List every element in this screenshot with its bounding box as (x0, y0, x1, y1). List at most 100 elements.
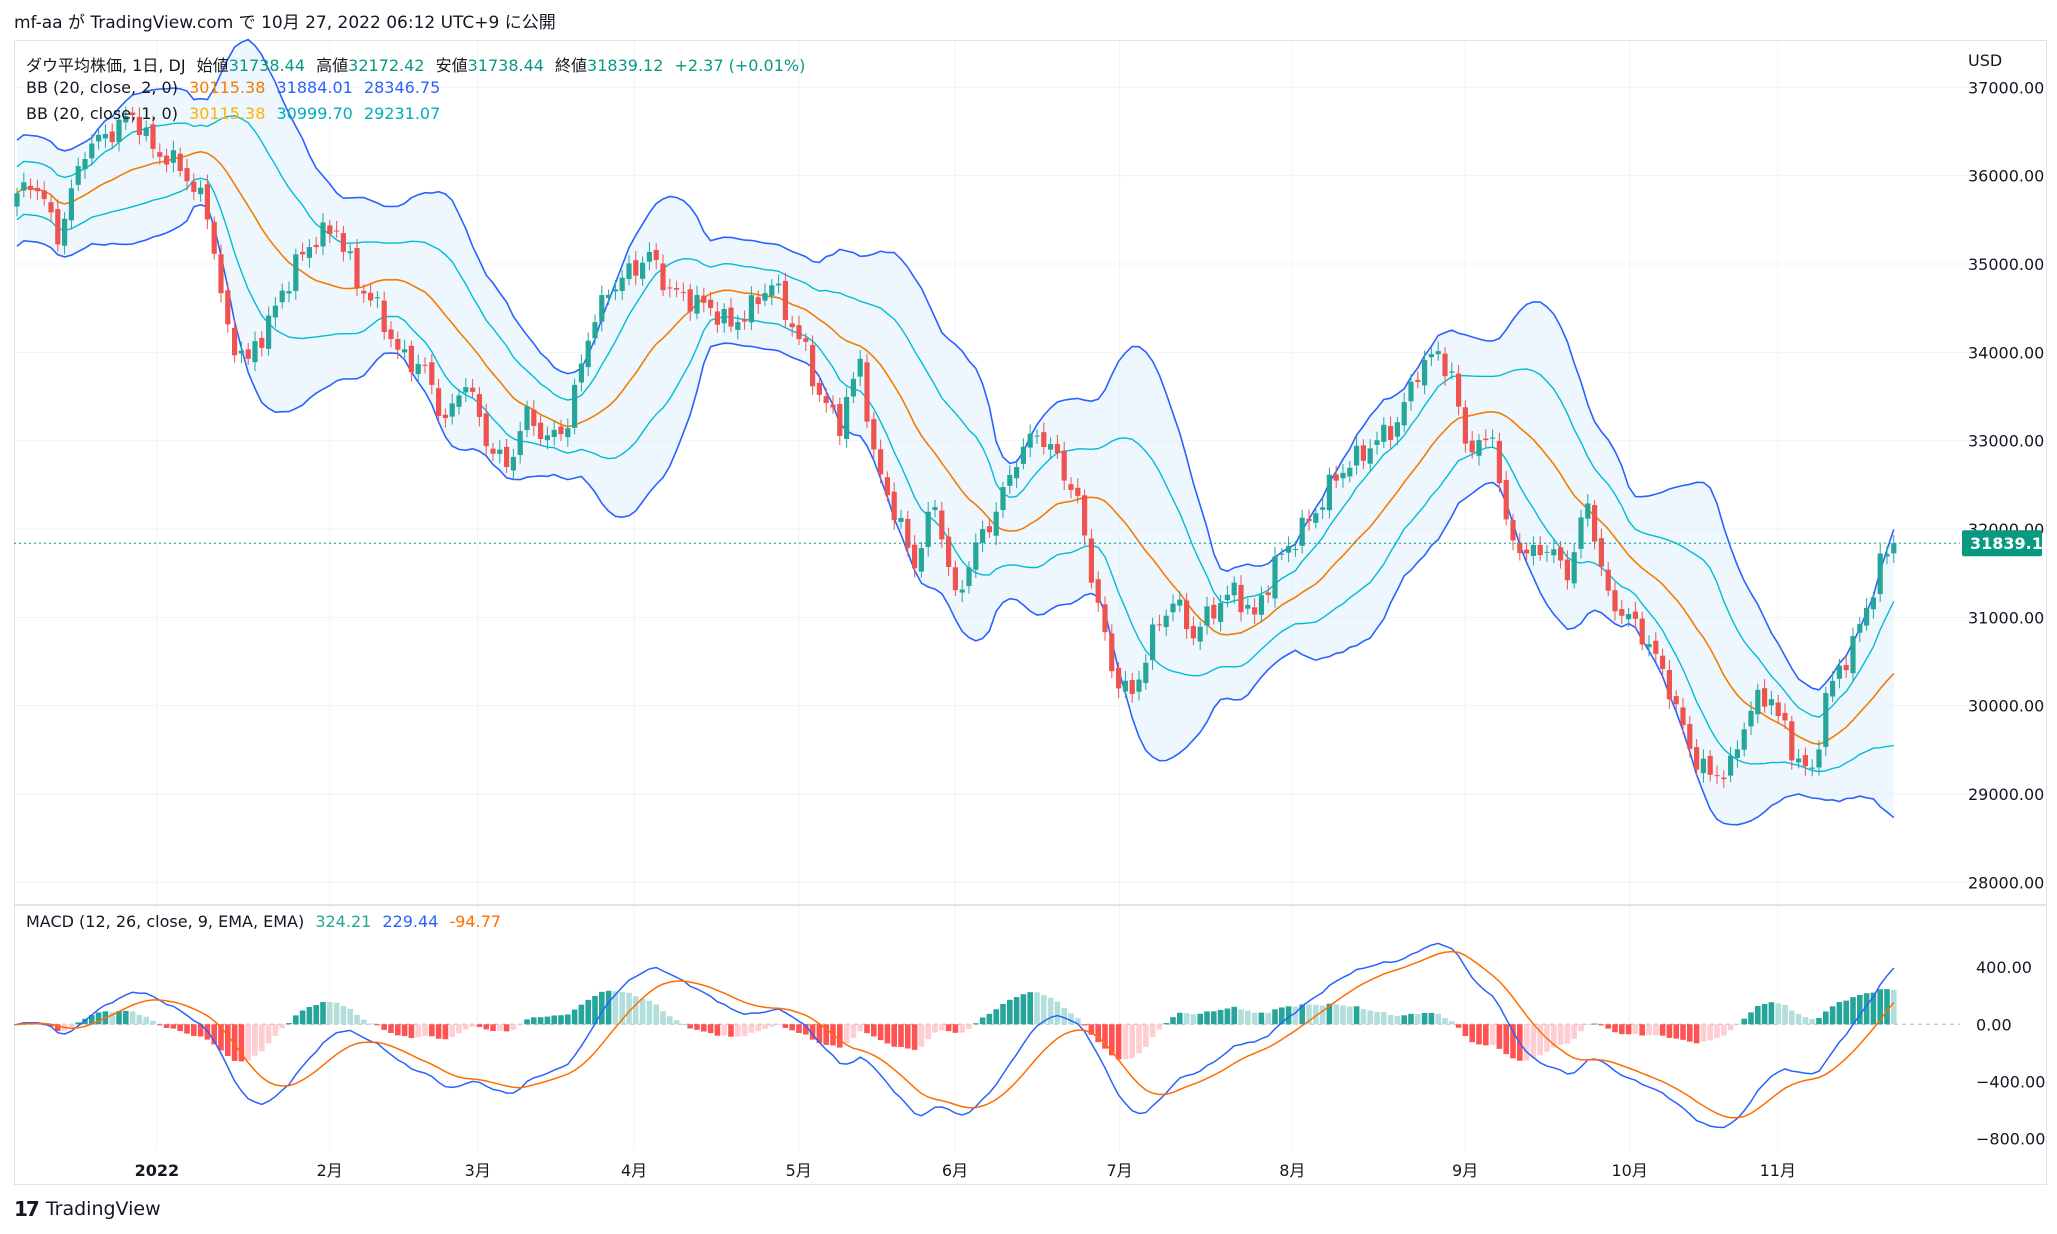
macd-histogram-bar (1503, 1024, 1509, 1055)
candle-body (130, 112, 136, 116)
candle-body (755, 297, 761, 305)
y-tick-label: 29000.00 (1968, 785, 2044, 804)
macd-histogram-bar (327, 1002, 333, 1025)
candle-body (1245, 604, 1251, 609)
candle-body (1388, 426, 1394, 440)
macd-histogram-bar (1149, 1024, 1156, 1038)
macd-histogram-bar (1231, 1006, 1237, 1025)
last-price-label: 31839.12 (1970, 534, 2054, 553)
macd-histogram-bar (1068, 1013, 1074, 1025)
candle-body (1734, 749, 1740, 758)
macd-histogram-bar (299, 1010, 306, 1025)
candle-body (640, 262, 646, 279)
candle-body (1061, 450, 1067, 481)
footer-brand[interactable]: TradingView (45, 1198, 161, 1220)
candle-body (667, 287, 673, 289)
candle-body (544, 435, 550, 441)
macd-histogram-bar (1421, 1012, 1428, 1025)
symbol-title[interactable]: ダウ平均株価, 1日, DJ (26, 56, 186, 75)
candle-body (327, 225, 333, 234)
macd-histogram-bar (313, 1005, 319, 1025)
candle-body (558, 426, 564, 435)
candle-body (34, 187, 40, 192)
candle-body (1143, 662, 1149, 684)
macd-histogram-bar (1279, 1007, 1285, 1025)
macd-histogram-bar (1802, 1017, 1809, 1025)
candle-body (96, 134, 102, 142)
candle-body (191, 181, 197, 192)
candle-body (572, 384, 578, 428)
bb2-title[interactable]: BB (20, close, 2, 0) (26, 78, 178, 97)
signal-line (16, 950, 1895, 1119)
candle-body (986, 526, 992, 533)
macd-tick-label: −800.00 (1976, 1130, 2045, 1149)
candle-body (864, 362, 870, 422)
candle-body (1401, 402, 1407, 426)
macd-histogram-bar (1639, 1024, 1645, 1036)
macd-histogram-bar (177, 1024, 183, 1032)
macd-histogram-bar (1183, 1013, 1190, 1025)
macd-histogram-bar (986, 1013, 993, 1025)
macd-histogram-bar (401, 1024, 408, 1037)
x-tick-label: 9月 (1452, 1161, 1478, 1180)
candle-body (150, 124, 156, 149)
macd-histogram-bar (1129, 1024, 1135, 1058)
candle-body (1381, 424, 1387, 442)
publisher-line: mf-aa が TradingView.com で 10月 27, 2022 0… (14, 13, 556, 33)
candle-body (762, 293, 768, 301)
macd-histogram-bar (741, 1024, 748, 1037)
candle-body (1816, 749, 1822, 768)
macd-histogram-bar (857, 1024, 863, 1032)
macd-histogram-bar (667, 1016, 673, 1025)
macd-histogram-bar (1578, 1024, 1584, 1032)
macd-tick-label: −400.00 (1976, 1072, 2045, 1091)
bb2-upper-line (16, 38, 1895, 691)
y-tick-label: 35000.00 (1968, 255, 2044, 274)
tradingview-logo-icon[interactable]: 17 (14, 1197, 40, 1221)
candle-body (1619, 609, 1625, 616)
candle-body (1707, 755, 1713, 775)
candle-body (1177, 599, 1183, 606)
candle-body (347, 251, 353, 254)
macd-histogram-bar (476, 1024, 483, 1027)
macd-histogram-bar (1857, 994, 1863, 1025)
candle-body (1020, 446, 1026, 464)
macd-histogram-bar (1136, 1024, 1142, 1054)
candle-body (1891, 543, 1897, 554)
macd-title[interactable]: MACD (12, 26, close, 9, EMA, EMA) (26, 912, 305, 931)
macd-histogram-bar (211, 1024, 217, 1045)
macd-histogram-bar (1809, 1018, 1815, 1025)
macd-histogram-bar (1659, 1024, 1666, 1036)
macd-histogram-bar (1326, 1003, 1333, 1025)
candle-body (1462, 407, 1468, 444)
macd-histogram-bar (95, 1012, 102, 1025)
candle-body (1054, 443, 1060, 454)
candle-body (408, 345, 414, 373)
macd-histogram-bar (197, 1024, 204, 1037)
macd-histogram-bar (1408, 1013, 1414, 1025)
axes: USD 37000.00 36000.00 35000.00 34000.00 33000… (135, 51, 2054, 1180)
main-legend: ダウ平均株価, 1日, DJ 始値31738.44 高値32172.42 安値3… (26, 52, 811, 76)
macd-histogram-bar (170, 1024, 177, 1029)
candle-body (660, 263, 666, 291)
macd-histogram-bar (48, 1024, 54, 1027)
macd-histogram-bar (592, 995, 598, 1025)
macd-histogram-bar (1102, 1024, 1108, 1049)
macd-histogram-bar (1727, 1024, 1734, 1031)
macd-histogram-bar (1585, 1024, 1591, 1026)
candle-body (1544, 551, 1550, 553)
candle-body (714, 311, 720, 325)
candle-body (905, 518, 911, 548)
macd-histogram-bar (673, 1020, 680, 1025)
candle-body (939, 510, 945, 540)
candle-body (102, 134, 108, 139)
macd-histogram-bar (381, 1024, 387, 1030)
bb1-title[interactable]: BB (20, close, 1, 0) (26, 104, 178, 123)
candle-body (354, 247, 360, 288)
macd-histogram-bar (939, 1024, 945, 1031)
candle-body (334, 230, 340, 232)
candle-body (1605, 569, 1611, 591)
macd-histogram-bar (1163, 1023, 1169, 1025)
x-tick-label: 7月 (1106, 1161, 1132, 1180)
